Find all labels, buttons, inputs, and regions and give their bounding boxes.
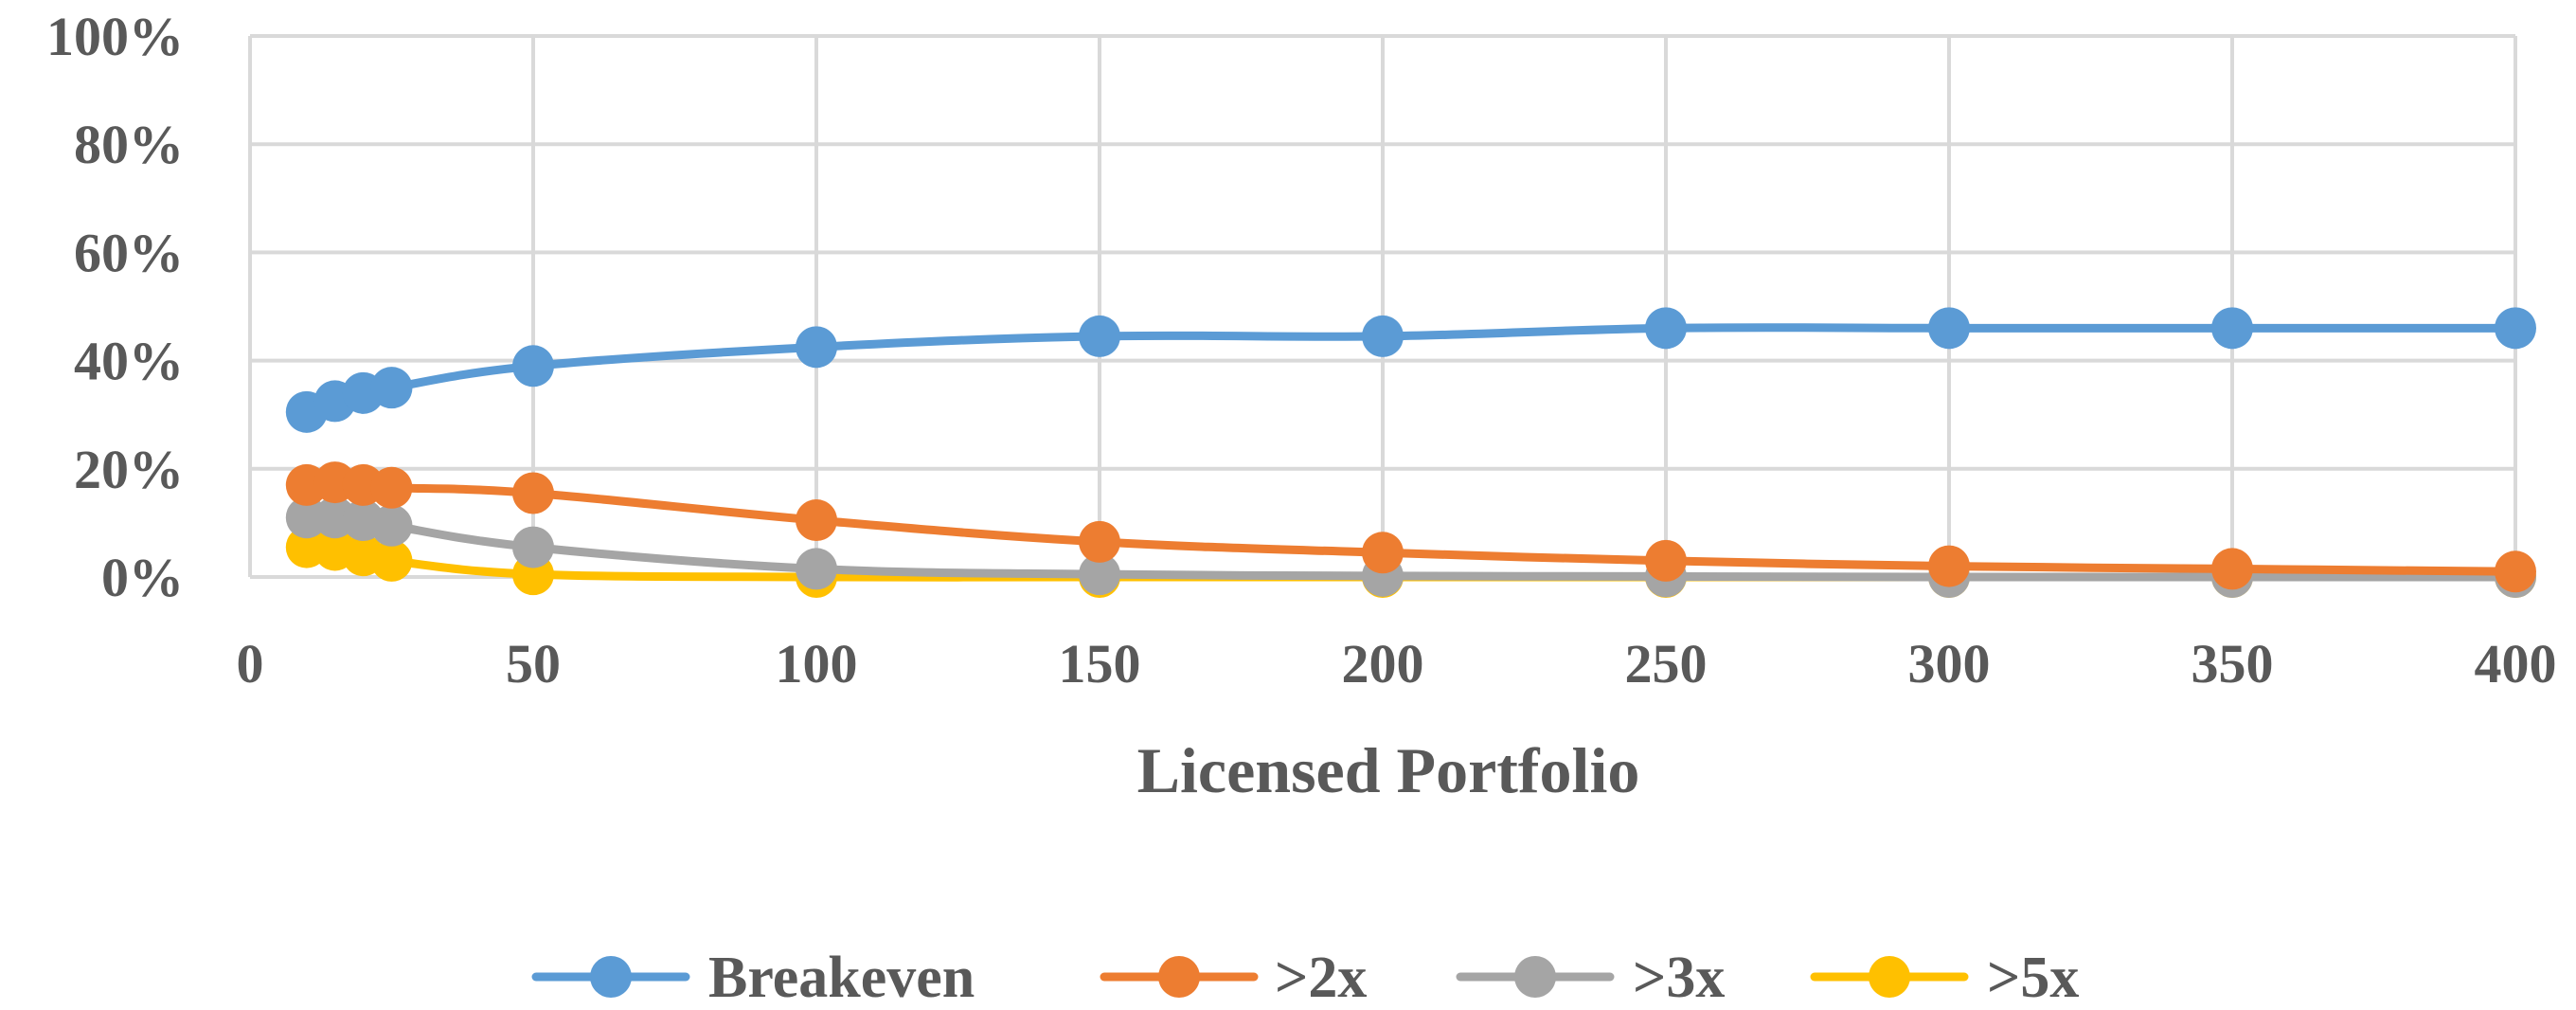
data-point bbox=[796, 499, 837, 542]
x-tick-label: 100 bbox=[776, 633, 858, 694]
legend-item: >5x bbox=[1810, 946, 2079, 1010]
data-point bbox=[1362, 532, 1404, 574]
legend-marker bbox=[1514, 956, 1556, 998]
data-point bbox=[370, 466, 413, 509]
y-tick-label: 100% bbox=[46, 6, 184, 67]
x-tick-label: 200 bbox=[1342, 633, 1424, 694]
x-tick-label: 150 bbox=[1059, 633, 1141, 694]
legend-label: >2x bbox=[1275, 946, 1367, 1010]
data-point bbox=[2495, 307, 2536, 350]
legend-item: Breakeven bbox=[531, 946, 975, 1010]
legend-label: Breakeven bbox=[708, 946, 975, 1010]
data-point bbox=[1079, 553, 1120, 596]
series-2x bbox=[285, 461, 2536, 593]
data-point bbox=[1645, 307, 1687, 350]
legend-marker bbox=[1869, 956, 1910, 998]
data-point bbox=[796, 326, 837, 369]
y-tick-label: 60% bbox=[74, 222, 184, 283]
series-3x bbox=[285, 496, 2536, 598]
data-point bbox=[2211, 548, 2253, 590]
data-point bbox=[512, 345, 554, 388]
data-point bbox=[1079, 520, 1120, 563]
data-point bbox=[1928, 307, 1970, 350]
series-breakeven bbox=[285, 307, 2536, 433]
x-tick-label: 50 bbox=[506, 633, 561, 694]
x-tick-label: 0 bbox=[237, 633, 264, 694]
series-line bbox=[302, 323, 2520, 417]
x-axis-tick-labels: 0 50 100 150 200 250 300 350 400 bbox=[237, 633, 2557, 694]
series-5x bbox=[285, 526, 2536, 598]
y-tick-label: 40% bbox=[74, 331, 184, 392]
data-point bbox=[370, 504, 413, 547]
data-point bbox=[796, 548, 837, 590]
x-tick-label: 250 bbox=[1625, 633, 1708, 694]
legend-item: >2x bbox=[1100, 946, 1367, 1010]
x-tick-label: 400 bbox=[2475, 633, 2557, 694]
y-axis-tick-labels: 0% 20% 40% 60% 80% 100% bbox=[46, 6, 184, 608]
y-tick-label: 20% bbox=[74, 439, 184, 500]
data-point bbox=[370, 539, 413, 582]
legend-marker bbox=[1158, 956, 1200, 998]
legend-item: >3x bbox=[1456, 946, 1725, 1010]
legend-label: >3x bbox=[1633, 946, 1725, 1010]
legend-label: >5x bbox=[1987, 946, 2079, 1010]
legend: Breakeven >2x >3x >5x bbox=[531, 946, 2079, 1010]
x-axis-title: Licensed Portfolio bbox=[1137, 734, 1640, 806]
data-point bbox=[2495, 550, 2536, 593]
data-point bbox=[1362, 315, 1404, 357]
data-point bbox=[512, 526, 554, 568]
data-point bbox=[2211, 307, 2253, 350]
data-point bbox=[512, 472, 554, 514]
data-point bbox=[1645, 539, 1687, 582]
x-tick-label: 350 bbox=[2191, 633, 2274, 694]
data-point bbox=[370, 367, 413, 409]
x-tick-label: 300 bbox=[1908, 633, 1991, 694]
y-tick-label: 0% bbox=[101, 547, 184, 608]
data-point bbox=[1079, 315, 1120, 357]
y-tick-label: 80% bbox=[74, 114, 184, 175]
data-point bbox=[1928, 545, 1970, 587]
legend-marker bbox=[590, 956, 632, 998]
data-series bbox=[285, 307, 2536, 598]
